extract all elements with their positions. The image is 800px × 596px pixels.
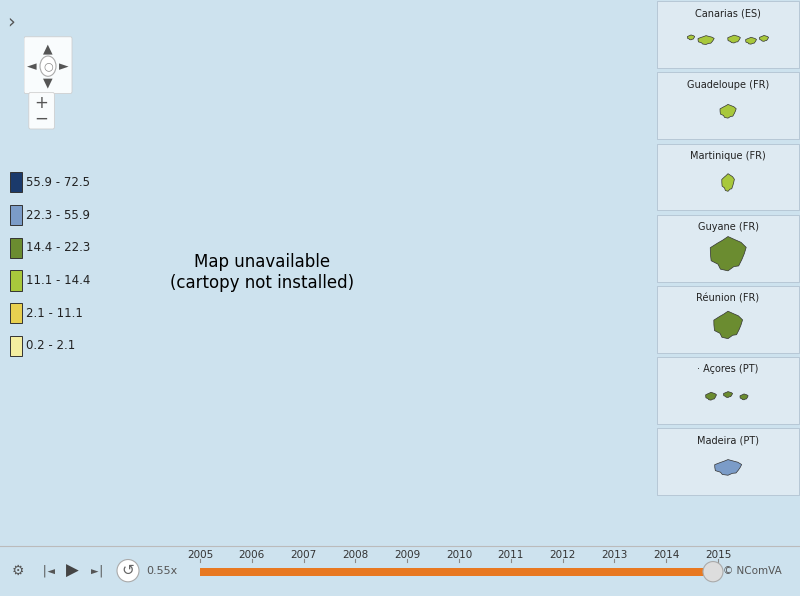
Bar [657,144,799,210]
Text: 2.1 - 11.1: 2.1 - 11.1 [26,307,83,319]
Text: Martinique (FR): Martinique (FR) [690,151,766,161]
Text: 2008: 2008 [342,551,369,560]
Text: 14.4 - 22.3: 14.4 - 22.3 [26,241,90,254]
Text: Canarias (ES): Canarias (ES) [695,8,761,18]
Polygon shape [714,460,742,475]
Bar [657,429,799,495]
Text: Madeira (PT): Madeira (PT) [697,436,759,446]
Text: · Açores (PT): · Açores (PT) [698,365,758,374]
Text: 2005: 2005 [187,551,213,560]
Bar [657,357,799,424]
Polygon shape [728,35,740,43]
Bar [657,215,799,281]
Text: 2010: 2010 [446,551,472,560]
Circle shape [117,560,139,582]
Text: Guyane (FR): Guyane (FR) [698,222,758,232]
Text: 2011: 2011 [498,551,524,560]
Text: 2012: 2012 [550,551,576,560]
Text: Map unavailable
(cartopy not installed): Map unavailable (cartopy not installed) [170,253,354,292]
Polygon shape [722,173,734,191]
Text: 2014: 2014 [653,551,679,560]
Polygon shape [759,35,769,41]
Text: ▶: ▶ [66,561,78,580]
Polygon shape [706,392,717,400]
Polygon shape [723,392,733,398]
Text: ↺: ↺ [122,563,134,578]
Text: ◄: ◄ [27,60,37,73]
Bar [10,172,22,193]
Polygon shape [698,36,714,45]
Text: ►: ► [59,60,69,73]
Text: 2009: 2009 [394,551,420,560]
Text: 2015: 2015 [705,551,731,560]
Text: ○: ○ [43,61,53,71]
Polygon shape [720,104,736,118]
Text: 2013: 2013 [602,551,627,560]
Text: ⚙: ⚙ [12,564,24,578]
Text: 22.3 - 55.9: 22.3 - 55.9 [26,209,90,222]
Circle shape [40,56,56,76]
Bar [657,1,799,68]
FancyBboxPatch shape [24,37,72,94]
Polygon shape [710,237,746,271]
Bar [200,567,708,576]
Bar [10,303,22,323]
Polygon shape [740,394,748,400]
Text: ►|: ►| [90,564,106,577]
Text: ▼: ▼ [43,77,53,90]
Bar [657,72,799,139]
Text: © NComVA: © NComVA [723,566,782,576]
Text: Guadeloupe (FR): Guadeloupe (FR) [687,80,769,89]
Polygon shape [714,311,742,339]
Text: Réunion (FR): Réunion (FR) [697,293,759,303]
Text: +: + [34,94,49,111]
Bar [10,238,22,258]
Polygon shape [687,35,694,40]
Text: 0.55x: 0.55x [146,566,178,576]
Text: 0.2 - 2.1: 0.2 - 2.1 [26,339,76,352]
FancyBboxPatch shape [29,92,54,129]
Text: 55.9 - 72.5: 55.9 - 72.5 [26,176,90,189]
Polygon shape [746,38,757,44]
Text: −: − [34,110,49,128]
Bar [10,205,22,225]
Bar [10,336,22,356]
Bar [10,271,22,290]
Bar [657,286,799,353]
Text: |◄: |◄ [41,564,55,577]
Text: 2007: 2007 [290,551,317,560]
Text: ▲: ▲ [43,42,53,55]
Text: 11.1 - 14.4: 11.1 - 14.4 [26,274,90,287]
Circle shape [703,561,723,582]
Text: ›: › [7,12,15,31]
Text: 2006: 2006 [238,551,265,560]
